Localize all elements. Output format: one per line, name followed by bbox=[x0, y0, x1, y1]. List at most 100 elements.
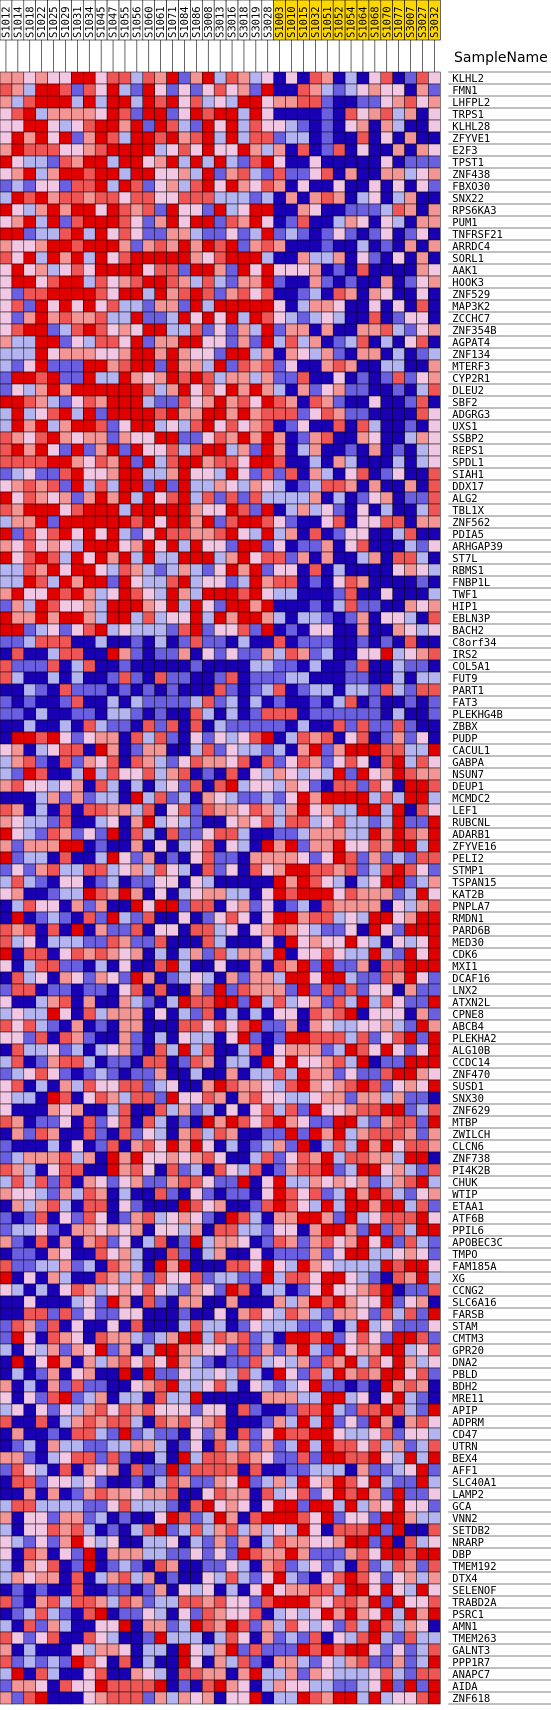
heatmap-cell bbox=[428, 299, 441, 313]
heatmap-cell bbox=[285, 1247, 298, 1261]
heatmap-cell bbox=[297, 1559, 310, 1573]
heatmap-cell bbox=[35, 851, 48, 865]
heatmap-cell bbox=[344, 959, 358, 973]
heatmap-cell bbox=[118, 1523, 132, 1537]
heatmap-cell bbox=[213, 851, 227, 865]
heatmap-cell bbox=[23, 215, 36, 229]
heatmap-cell bbox=[154, 875, 167, 889]
heatmap-cell bbox=[23, 647, 36, 661]
heatmap-cell bbox=[380, 983, 393, 997]
heatmap-cell bbox=[225, 1523, 239, 1537]
heatmap-cell bbox=[106, 1151, 120, 1165]
heatmap-cell bbox=[47, 1331, 60, 1345]
heatmap-cell bbox=[83, 299, 96, 313]
heatmap-cell bbox=[380, 455, 393, 469]
heatmap-cell bbox=[309, 887, 322, 901]
heatmap-cell bbox=[249, 503, 263, 517]
heatmap-cell bbox=[106, 755, 120, 769]
heatmap-cell bbox=[71, 899, 84, 913]
heatmap-cell bbox=[94, 503, 108, 517]
gene-label: ETAA1 bbox=[452, 1201, 484, 1213]
heatmap-cell bbox=[261, 407, 274, 421]
heatmap-cell bbox=[94, 1199, 108, 1213]
heatmap-cell bbox=[321, 83, 334, 97]
heatmap-cell bbox=[202, 239, 215, 253]
heatmap-cell bbox=[380, 1415, 393, 1429]
heatmap-cell bbox=[249, 1163, 263, 1177]
sample-label: S3008 bbox=[203, 6, 215, 38]
heatmap-cell bbox=[368, 863, 382, 877]
heatmap-cell bbox=[261, 611, 274, 625]
heatmap-cell bbox=[35, 227, 48, 241]
heatmap-cell bbox=[23, 1115, 36, 1129]
heatmap-cell bbox=[321, 1103, 334, 1117]
heatmap-cell bbox=[428, 647, 441, 661]
heatmap-cell bbox=[130, 1067, 144, 1081]
heatmap-cell bbox=[285, 1127, 298, 1141]
heatmap-cell bbox=[356, 1019, 370, 1033]
heatmap-cell bbox=[142, 815, 155, 829]
heatmap-cell bbox=[380, 767, 393, 781]
heatmap-cell bbox=[404, 1403, 417, 1417]
heatmap-cell bbox=[285, 695, 298, 709]
heatmap-cell bbox=[356, 455, 370, 469]
heatmap-cell bbox=[368, 647, 382, 661]
heatmap-cell bbox=[11, 311, 25, 325]
heatmap-cell bbox=[356, 1091, 370, 1105]
heatmap-cell bbox=[0, 635, 13, 649]
heatmap-cell bbox=[202, 1079, 215, 1093]
heatmap-cell bbox=[392, 1055, 405, 1069]
heatmap-cell bbox=[23, 755, 36, 769]
heatmap-cell bbox=[297, 875, 310, 889]
heatmap-cell bbox=[142, 95, 155, 109]
heatmap-cell bbox=[213, 131, 227, 145]
heatmap-cell bbox=[344, 863, 358, 877]
heatmap-cell bbox=[94, 131, 108, 145]
heatmap-cell bbox=[416, 1019, 429, 1033]
heatmap-cell bbox=[309, 1283, 322, 1297]
heatmap-cell bbox=[261, 1019, 274, 1033]
heatmap-cell bbox=[23, 1007, 36, 1021]
heatmap-cell bbox=[11, 1403, 25, 1417]
heatmap-cell bbox=[59, 155, 72, 169]
heatmap-cell bbox=[225, 527, 239, 541]
heatmap-cell bbox=[83, 827, 96, 841]
heatmap-cell bbox=[368, 1355, 382, 1369]
heatmap-cell bbox=[166, 1247, 179, 1261]
heatmap-cell bbox=[118, 131, 132, 145]
heatmap-cell bbox=[356, 203, 370, 217]
heatmap-cell bbox=[142, 1427, 155, 1441]
heatmap-cell bbox=[380, 227, 393, 241]
heatmap-cell bbox=[273, 947, 286, 961]
heatmap-cell bbox=[202, 311, 215, 325]
heatmap-cell bbox=[130, 1271, 144, 1285]
gene-label: TSPAN15 bbox=[452, 877, 496, 889]
heatmap-cell bbox=[0, 671, 13, 685]
heatmap-cell bbox=[416, 1487, 429, 1501]
heatmap-cell bbox=[178, 623, 191, 637]
heatmap-cell bbox=[47, 1199, 60, 1213]
heatmap-cell bbox=[344, 695, 358, 709]
heatmap-cell bbox=[285, 395, 298, 409]
heatmap-cell bbox=[416, 587, 429, 601]
heatmap-cell bbox=[428, 419, 441, 433]
heatmap-cell bbox=[416, 491, 429, 505]
heatmap-cell bbox=[154, 479, 167, 493]
heatmap-cell bbox=[321, 1391, 334, 1405]
heatmap-cell bbox=[11, 923, 25, 937]
heatmap-cell bbox=[309, 1175, 322, 1189]
heatmap-cell bbox=[0, 491, 13, 505]
heatmap-cell bbox=[237, 347, 251, 361]
heatmap-cell bbox=[166, 1019, 179, 1033]
heatmap-cell bbox=[237, 851, 251, 865]
heatmap-cell bbox=[297, 539, 310, 553]
heatmap-cell bbox=[154, 1115, 167, 1129]
heatmap-cell bbox=[213, 983, 227, 997]
heatmap-cell bbox=[356, 623, 370, 637]
heatmap-cell bbox=[344, 659, 358, 673]
heatmap-cell bbox=[332, 359, 346, 373]
heatmap-cell bbox=[261, 359, 274, 373]
heatmap-cell bbox=[344, 1103, 358, 1117]
heatmap-cell bbox=[392, 551, 405, 565]
heatmap-cell bbox=[178, 587, 191, 601]
